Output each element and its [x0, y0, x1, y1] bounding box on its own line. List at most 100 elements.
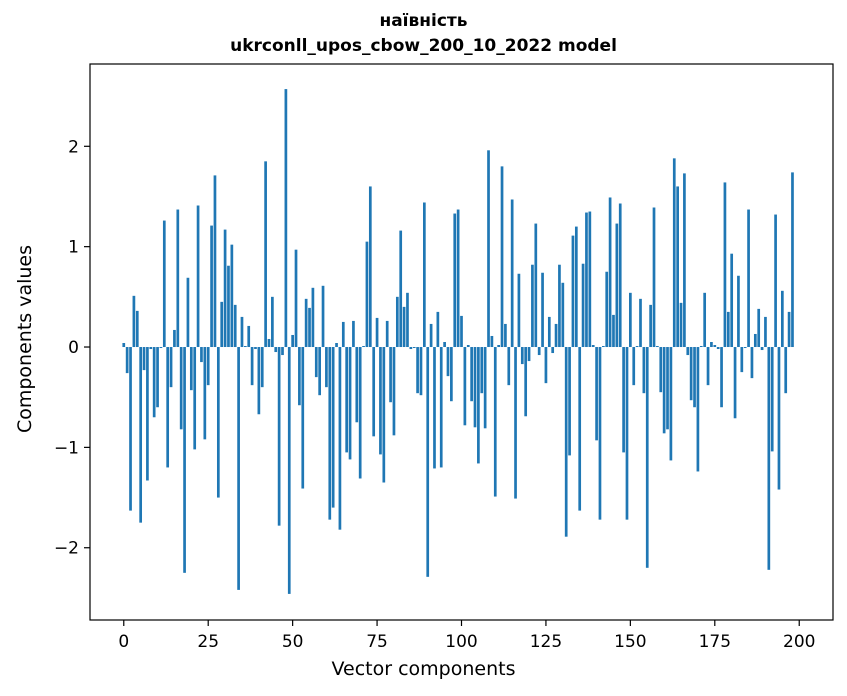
x-axis-ticks: 0 25 50 75 100 125 150 175 200 [118, 620, 815, 652]
bar [500, 166, 504, 348]
bar [537, 347, 541, 356]
bar [480, 347, 484, 394]
bar [240, 316, 244, 348]
bar [429, 323, 433, 348]
bar [139, 347, 143, 523]
bar [558, 264, 561, 348]
bar [122, 343, 126, 348]
bar [223, 229, 227, 348]
x-tick-label: 200 [783, 632, 815, 652]
bar [335, 343, 338, 348]
bar [230, 244, 234, 348]
bar [206, 347, 210, 386]
bar [372, 347, 376, 437]
bar [460, 315, 463, 348]
bar [287, 347, 291, 594]
bar [304, 298, 308, 348]
bar [514, 347, 517, 499]
bar [416, 347, 419, 394]
bar [490, 335, 494, 348]
bar [581, 263, 585, 348]
bar [412, 347, 416, 349]
bar [321, 285, 325, 348]
bar [743, 347, 747, 349]
bar [689, 347, 693, 401]
bar [173, 329, 176, 348]
bar [591, 345, 595, 348]
bar [186, 277, 190, 348]
bar [399, 230, 403, 348]
bar [281, 347, 284, 356]
bar [264, 161, 267, 348]
bar [787, 311, 791, 348]
bar [612, 314, 615, 348]
x-tick-label: 175 [699, 632, 731, 652]
bar [504, 323, 507, 348]
bar [470, 347, 473, 402]
x-tick-label: 150 [614, 632, 646, 652]
bar [483, 347, 487, 429]
bar [767, 347, 771, 570]
bar [662, 347, 666, 434]
bar [622, 347, 625, 453]
bar [308, 307, 311, 348]
bar [652, 207, 656, 348]
bar [200, 347, 203, 363]
y-tick-label: 1 [68, 238, 79, 258]
bar [541, 272, 544, 348]
bar [358, 347, 362, 479]
bar [267, 338, 271, 348]
bar [635, 346, 639, 348]
bar [598, 347, 602, 520]
bar [352, 320, 355, 348]
bar [753, 333, 757, 348]
bar [666, 347, 669, 430]
bar [595, 347, 598, 441]
bar [338, 347, 342, 530]
bar [561, 282, 565, 348]
bar [166, 347, 170, 468]
x-tick-label: 25 [197, 632, 219, 652]
bar [777, 347, 781, 490]
bar [294, 249, 298, 348]
bar [348, 347, 352, 460]
bar [422, 202, 426, 348]
bar [183, 347, 186, 573]
bar [341, 321, 345, 348]
bar [713, 345, 717, 348]
bar [710, 342, 713, 348]
bar [439, 347, 443, 468]
y-tick-label: 0 [68, 338, 79, 358]
bar [726, 311, 730, 348]
bar [213, 175, 217, 348]
bar [216, 347, 220, 498]
chart-subtitle: ukrconll_upos_cbow_200_10_2022 model [230, 36, 617, 56]
bar [497, 345, 501, 348]
bar [510, 199, 514, 348]
bar [639, 298, 642, 348]
bar [585, 212, 588, 348]
bar [426, 347, 430, 577]
bar [733, 347, 737, 419]
bar [152, 347, 156, 418]
bar [618, 203, 622, 348]
bar [547, 316, 551, 348]
bar [568, 347, 571, 456]
bar [409, 347, 413, 350]
bar [314, 347, 318, 378]
bar [328, 347, 332, 520]
bar [277, 347, 281, 526]
bar [588, 211, 592, 348]
bar [274, 347, 278, 353]
bar [419, 347, 423, 396]
bar [774, 214, 777, 348]
bar [203, 347, 207, 440]
bar [551, 347, 555, 354]
bar [770, 347, 774, 452]
bar [355, 347, 359, 423]
bar [395, 296, 399, 348]
bar [135, 310, 139, 348]
bar [453, 213, 457, 348]
bar [389, 347, 392, 403]
